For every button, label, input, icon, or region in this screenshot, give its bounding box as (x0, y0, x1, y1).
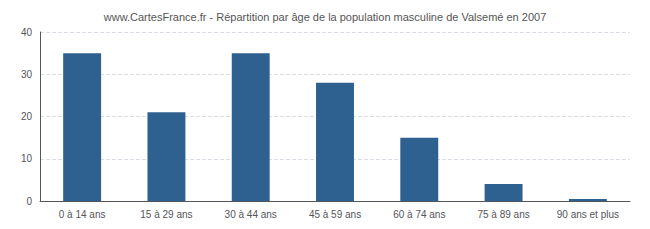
svg-text:90 ans et plus: 90 ans et plus (557, 209, 619, 220)
svg-text:www.CartesFrance.fr - Répartit: www.CartesFrance.fr - Répartition par âg… (103, 11, 546, 23)
svg-text:30 à 44 ans: 30 à 44 ans (225, 209, 277, 220)
svg-text:20: 20 (21, 111, 33, 122)
svg-text:30: 30 (21, 69, 33, 80)
svg-text:60 à 74 ans: 60 à 74 ans (393, 209, 445, 220)
svg-text:0: 0 (26, 196, 32, 207)
svg-text:15 à 29 ans: 15 à 29 ans (140, 209, 192, 220)
svg-text:0 à 14 ans: 0 à 14 ans (59, 209, 106, 220)
svg-text:10: 10 (21, 153, 33, 164)
svg-text:45 à 59 ans: 45 à 59 ans (309, 209, 361, 220)
svg-text:75 à 89 ans: 75 à 89 ans (477, 209, 529, 220)
svg-text:40: 40 (21, 27, 33, 38)
